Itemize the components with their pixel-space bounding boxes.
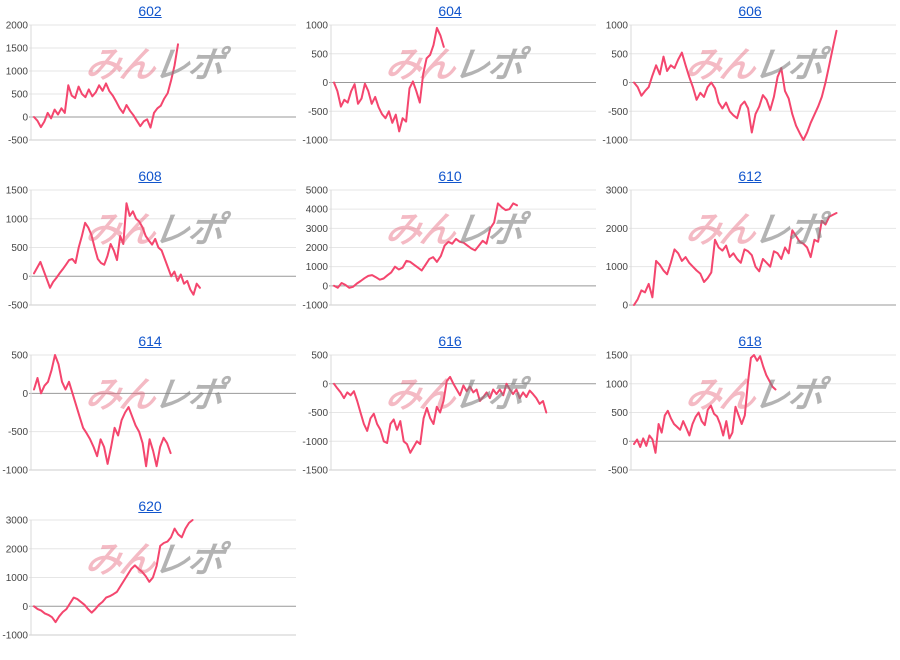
y-axis-tick-label: 1000: [6, 214, 29, 225]
y-axis-tick-label: -1000: [2, 631, 28, 642]
y-axis-tick-label: 500: [11, 243, 28, 254]
chart-title-link[interactable]: 618: [738, 333, 762, 349]
chart-cell-620: 620 3000 2000 1000 0 -1000 みんレポ: [0, 495, 300, 660]
y-axis-tick-label: 2000: [606, 224, 629, 235]
y-axis-tick-label: 0: [22, 602, 28, 613]
series-line: [33, 519, 194, 624]
chart-cell-604: 604 1000 500 0 -500 -1000 みんレポ: [300, 0, 600, 165]
y-axis-tick-label: -1000: [302, 301, 328, 312]
y-axis-tick-label: 1000: [606, 262, 629, 273]
line-chart: 500 0 -500 -1000: [2, 351, 296, 477]
series-line: [33, 354, 172, 468]
y-axis-tick-label: -500: [608, 107, 628, 118]
y-axis-tick-label: 500: [311, 351, 328, 362]
series-line: [633, 354, 777, 454]
y-axis-tick-label: 0: [22, 113, 28, 124]
y-axis-tick-label: 1000: [606, 21, 629, 32]
y-axis-tick-label: -500: [608, 466, 628, 477]
line-chart: 500 0 -500 -1000 -1500: [302, 351, 596, 477]
chart-cell-606: 606 1000 500 0 -500 -1000 みんレポ: [600, 0, 900, 165]
y-axis-tick-label: 0: [622, 78, 628, 89]
chart-title-link[interactable]: 604: [438, 3, 462, 19]
series-line: [333, 375, 548, 454]
series-line: [633, 29, 838, 141]
y-axis-tick-label: 1000: [306, 262, 329, 273]
y-axis-tick-label: 500: [611, 49, 628, 60]
y-axis-tick-label: 1000: [606, 379, 629, 390]
chart-cell-614: 614 500 0 -500 -1000 みんレポ: [0, 330, 300, 495]
chart-cell-616: 616 500 0 -500 -1000 -1500 みんレポ: [300, 330, 600, 495]
y-axis-tick-label: 1500: [6, 186, 29, 197]
y-axis-tick-label: 4000: [306, 205, 329, 216]
series-line: [333, 26, 445, 133]
y-axis-tick-label: 500: [11, 90, 28, 101]
y-axis-tick-label: 0: [22, 389, 28, 400]
y-axis-tick-label: 1000: [6, 573, 29, 584]
y-axis-tick-label: -1000: [302, 437, 328, 448]
chart-cell-610: 610 5000 4000 3000 2000 1000 0 -1000 みんレポ: [300, 165, 600, 330]
y-axis-tick-label: 1500: [6, 44, 29, 55]
line-chart: 1000 500 0 -500 -1000: [602, 21, 896, 147]
y-axis-tick-label: -1500: [302, 466, 328, 477]
y-axis-tick-label: 500: [611, 408, 628, 419]
y-axis-tick-label: 2000: [6, 544, 29, 555]
chart-title-link[interactable]: 614: [138, 333, 162, 349]
line-chart: 3000 2000 1000 0 -1000: [2, 516, 296, 642]
line-chart: 1000 500 0 -500 -1000: [302, 21, 596, 147]
line-chart: 5000 4000 3000 2000 1000 0 -1000: [302, 186, 596, 312]
y-axis-tick-label: 500: [311, 49, 328, 60]
y-axis-tick-label: 2000: [306, 243, 329, 254]
y-axis-tick-label: 1500: [606, 351, 629, 362]
chart-title-link[interactable]: 608: [138, 168, 162, 184]
chart-cell-608: 608 1500 1000 500 0 -500 みんレポ: [0, 165, 300, 330]
y-axis-tick-label: 0: [622, 437, 628, 448]
y-axis-tick-label: 0: [322, 78, 328, 89]
chart-cell-612: 612 3000 2000 1000 0 みんレポ: [600, 165, 900, 330]
y-axis-tick-label: -500: [308, 408, 328, 419]
chart-title-link[interactable]: 606: [738, 3, 762, 19]
y-axis-tick-label: 1000: [306, 21, 329, 32]
y-axis-tick-label: -1000: [602, 136, 628, 147]
y-axis-tick-label: -500: [8, 301, 28, 312]
y-axis-tick-label: 0: [322, 379, 328, 390]
y-axis-tick-label: -1000: [2, 466, 28, 477]
y-axis-tick-label: -1000: [302, 136, 328, 147]
chart-cell-618: 618 1500 1000 500 0 -500 みんレポ: [600, 330, 900, 495]
line-chart: 1500 1000 500 0 -500: [6, 186, 296, 312]
chart-title-link[interactable]: 616: [438, 333, 462, 349]
y-axis-tick-label: 1000: [6, 67, 29, 78]
series-line: [333, 202, 518, 289]
series-line: [33, 43, 179, 129]
y-axis-tick-label: 3000: [306, 224, 329, 235]
y-axis-tick-label: 3000: [606, 186, 629, 197]
y-axis-tick-label: 3000: [6, 516, 29, 527]
series-line: [33, 202, 201, 296]
chart-title-link[interactable]: 602: [138, 3, 162, 19]
line-chart: 1500 1000 500 0 -500: [606, 351, 896, 477]
y-axis-tick-label: 0: [22, 272, 28, 283]
y-axis-tick-label: 500: [11, 351, 28, 362]
y-axis-tick-label: 0: [322, 281, 328, 292]
line-chart: 3000 2000 1000 0: [606, 186, 896, 312]
chart-title-link[interactable]: 612: [738, 168, 762, 184]
chart-cell-602: 602 2000 1500 1000 500 0 -500 みんレポ: [0, 0, 300, 165]
y-axis-tick-label: -500: [308, 107, 328, 118]
y-axis-tick-label: 0: [622, 301, 628, 312]
chart-title-link[interactable]: 610: [438, 168, 462, 184]
y-axis-tick-label: -500: [8, 427, 28, 438]
line-chart: 2000 1500 1000 500 0 -500: [6, 21, 296, 147]
y-axis-tick-label: -500: [8, 136, 28, 147]
series-line: [633, 212, 838, 306]
y-axis-tick-label: 5000: [306, 186, 329, 197]
y-axis-tick-label: 2000: [6, 21, 29, 32]
chart-title-link[interactable]: 620: [138, 498, 162, 514]
